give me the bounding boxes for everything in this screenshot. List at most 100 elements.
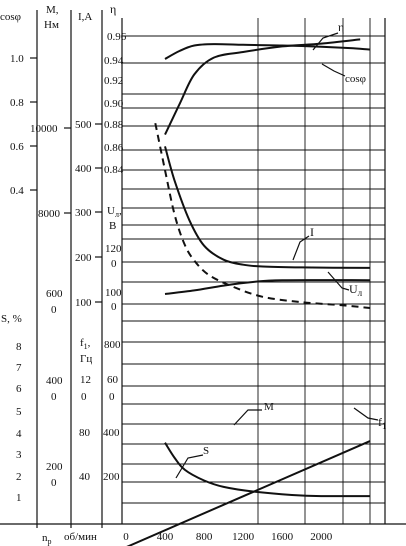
- frequency-axis-title-sub: 1: [84, 342, 88, 351]
- torque-tick-label: 400: [46, 375, 63, 387]
- slip-tick-label: 4: [16, 428, 22, 440]
- torque-series-label: M: [264, 401, 274, 413]
- cosphi-series-label: cosφ: [345, 73, 366, 85]
- slip-tick-label: 5: [16, 406, 22, 418]
- cosphi-tick-label: 0.8: [10, 97, 24, 109]
- grid-lines: [122, 18, 385, 524]
- torque-tick-label: 8000: [38, 208, 61, 220]
- efficiency-tick-label: 0.86: [104, 142, 124, 154]
- cosphi-curve: [164, 38, 361, 136]
- slip-tick-label: 6: [16, 383, 22, 395]
- efficiency-tick-label: 0.88: [104, 119, 124, 131]
- frequency-series-label-main: f: [378, 415, 382, 429]
- current-tick-label: 100: [75, 297, 92, 309]
- voltage-axis-unit: В: [109, 220, 116, 232]
- frequency-tick-label: 80: [79, 427, 91, 439]
- slip-label-leader: [175, 454, 204, 479]
- torque-tick-label: 600: [46, 288, 63, 300]
- frequency-tick-label: 12: [80, 374, 91, 386]
- cosphi-tick-label: 1.0: [10, 53, 24, 65]
- efficiency-tick-label: 0.90: [104, 98, 124, 110]
- current-tick-label: 300: [75, 207, 92, 219]
- torque-axis-unit: Нм: [44, 19, 59, 31]
- curve-group: [126, 32, 379, 546]
- current-tick-label: 200: [75, 252, 92, 264]
- voltage-series-label-main: U: [349, 282, 358, 296]
- efficiency-tick-label: 0.94: [104, 55, 124, 67]
- slip-series-label: S: [203, 445, 209, 457]
- x-axis-title-sub: p: [48, 537, 52, 546]
- efficiency-tick-label: 0.92: [104, 75, 123, 87]
- slip-tick-label: 8: [16, 341, 22, 353]
- cosphi-tick-label: 0.4: [10, 185, 24, 197]
- cosphi-axis-title: cosφ: [0, 11, 21, 23]
- cosphi-tick-label: 0.6: [10, 141, 24, 153]
- x-axis-unit: об/мин: [64, 531, 97, 543]
- voltage-tick-label: 0: [111, 258, 117, 270]
- voltage-tick-label: 0: [111, 301, 117, 313]
- voltage-tick-label: 800: [104, 339, 121, 351]
- frequency-axis-title-main: f: [80, 337, 84, 349]
- x-tick-label: 2000: [310, 531, 333, 543]
- efficiency-tick-label: 0.84: [104, 164, 124, 176]
- efficiency-label-leader: [312, 32, 339, 51]
- slip-tick-label: 1: [16, 492, 22, 504]
- slip-axis-title: S, %: [1, 313, 22, 325]
- current-label-leader: [292, 235, 310, 261]
- frequency-tick-label: 40: [79, 471, 91, 483]
- slip-tick-label: 7: [16, 362, 22, 374]
- current-tick-label: 500: [75, 119, 92, 131]
- torque-label-leader: [233, 409, 262, 426]
- frequency-tick-label: 0: [109, 391, 115, 403]
- x-tick-label: 400: [157, 531, 174, 543]
- slip-tick-label: 3: [16, 449, 22, 461]
- current-curve: [164, 146, 371, 269]
- axes-group: [0, 10, 406, 528]
- frequency-tick-label: 60: [107, 374, 119, 386]
- x-tick-label: 800: [196, 531, 213, 543]
- frequency-axis-unit: Гц: [80, 353, 92, 365]
- voltage-tick-label: 120: [105, 243, 122, 255]
- voltage-axis-title: Uл,: [107, 205, 122, 219]
- cosphi-label-leader: [321, 63, 346, 77]
- voltage-series-label-sub: л: [358, 288, 363, 298]
- voltage-axis-title-after: ,: [119, 205, 122, 217]
- torque-tick-label: 0: [51, 391, 57, 403]
- x-tick-label: 0: [123, 531, 129, 543]
- frequency-series-label-sub: 1: [382, 421, 387, 431]
- frequency-curve: [126, 440, 371, 546]
- torque-axis-title: М,: [46, 4, 59, 16]
- torque-tick-label: 10000: [30, 123, 58, 135]
- frequency-axis-title-after: ,: [88, 337, 91, 349]
- frequency-tick-label: 400: [103, 427, 120, 439]
- frequency-tick-label: 200: [103, 471, 120, 483]
- torque-tick-label: 200: [46, 461, 63, 473]
- torque-tick-label: 0: [51, 477, 57, 489]
- slip-tick-label: 2: [16, 471, 22, 483]
- frequency-series-label: f1: [378, 415, 387, 431]
- slip-curve: [164, 442, 371, 498]
- x-tick-label: 1600: [271, 531, 294, 543]
- x-axis-title-main: n: [42, 532, 48, 544]
- voltage-axis-title-sub: л: [115, 210, 119, 219]
- torque-tick-label: 0: [51, 304, 57, 316]
- voltage-curve: [164, 279, 371, 295]
- frequency-axis-title: f1,: [80, 337, 91, 351]
- efficiency-series-label: η: [338, 20, 344, 34]
- frequency-tick-label: 0: [81, 391, 87, 403]
- efficiency-axis-title: η: [110, 2, 116, 16]
- efficiency-curve: [164, 43, 371, 60]
- x-tick-label: 1200: [232, 531, 255, 543]
- voltage-series-label: Uл: [349, 282, 363, 298]
- voltage-tick-label: 100: [105, 287, 122, 299]
- voltage-label-leader: [327, 271, 350, 291]
- efficiency-tick-label: 0.96: [107, 31, 127, 43]
- current-tick-label: 400: [75, 163, 92, 175]
- voltage-axis-title-main: U: [107, 205, 115, 217]
- current-series-label: I: [310, 225, 314, 239]
- frequency-label-leader: [353, 407, 379, 421]
- current-axis-title: I,A: [78, 11, 92, 23]
- x-axis-title: np: [42, 532, 52, 546]
